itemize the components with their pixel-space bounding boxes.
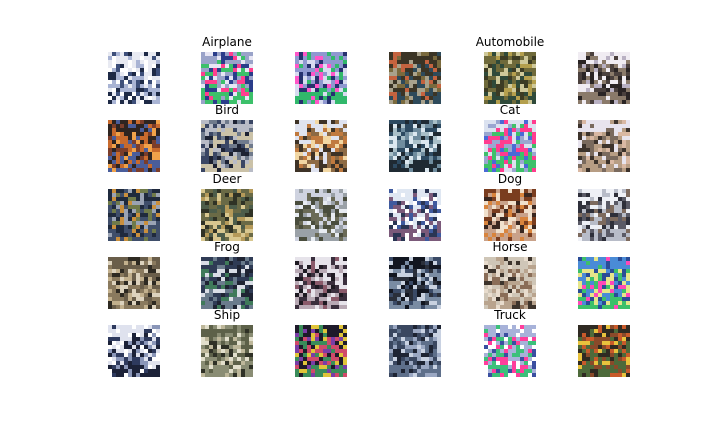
class-label-automobile: Automobile [476,35,545,49]
sample-image [389,257,441,309]
sample-image [578,257,630,309]
sample-image [108,257,160,309]
sample-image [578,52,630,104]
sample-image [484,189,536,241]
sample-image [484,52,536,104]
sample-image [108,189,160,241]
sample-image [389,120,441,172]
sample-image [578,120,630,172]
sample-image [108,120,160,172]
class-label-horse: Horse [493,240,528,254]
sample-image [484,325,536,377]
sample-image [389,325,441,377]
sample-image [295,325,347,377]
sample-image [201,189,253,241]
sample-image [201,325,253,377]
class-label-bird: Bird [215,103,239,117]
sample-image [295,120,347,172]
class-label-deer: Deer [213,172,242,186]
sample-image [295,257,347,309]
class-label-ship: Ship [214,308,240,322]
sample-image [295,52,347,104]
sample-image [389,52,441,104]
sample-image [578,189,630,241]
class-label-cat: Cat [500,103,520,117]
sample-image [484,257,536,309]
sample-image [295,189,347,241]
class-label-dog: Dog [498,172,522,186]
class-label-airplane: Airplane [202,35,252,49]
sample-image [484,120,536,172]
sample-image [108,325,160,377]
sample-image [201,257,253,309]
sample-image [578,325,630,377]
class-label-frog: Frog [214,240,240,254]
sample-image [201,52,253,104]
class-label-truck: Truck [494,308,526,322]
sample-image [201,120,253,172]
sample-image [108,52,160,104]
sample-image [389,189,441,241]
